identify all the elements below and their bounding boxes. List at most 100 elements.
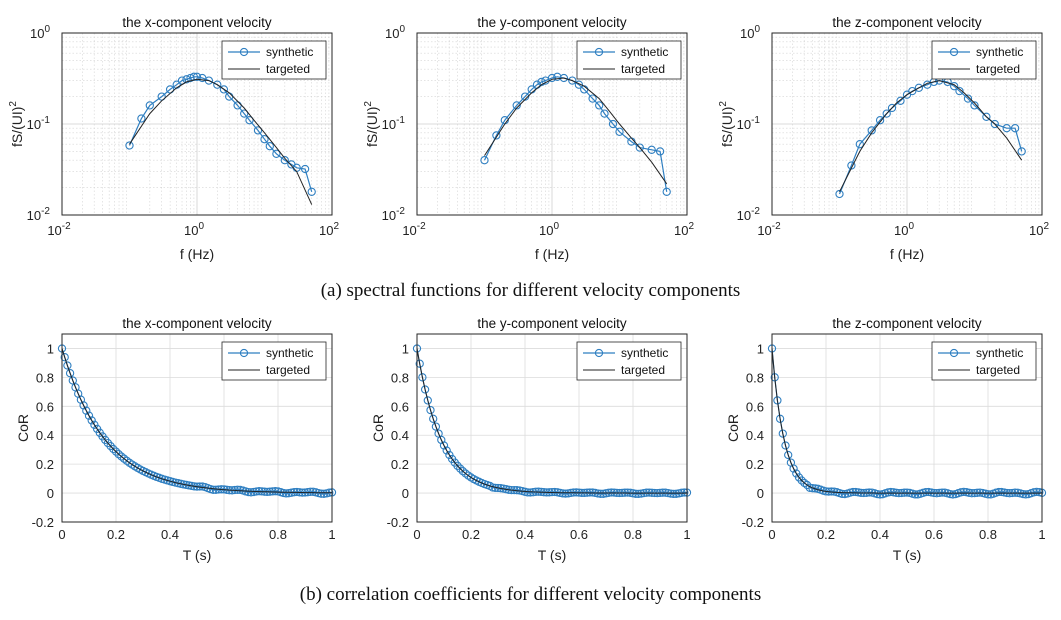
legend-synthetic-label: synthetic (621, 45, 668, 59)
chart-title: the z-component velocity (832, 316, 982, 331)
synthetic-point (608, 119, 618, 129)
synthetic-point (669, 489, 678, 499)
synthetic-point (307, 187, 316, 196)
synthetic-point (848, 487, 858, 497)
synthetic-point (271, 487, 280, 496)
x-tick-label: 0.8 (624, 527, 642, 542)
synthetic-point (956, 488, 966, 497)
synthetic-point (300, 164, 310, 174)
synthetic-point (492, 131, 501, 140)
synthetic-point (426, 405, 435, 415)
synthetic-point (596, 489, 605, 498)
chart-cor-x: 0 0.2 0.4 0.6 0.8 1 -0.2 0 0.2 0.4 0.6 0.8 1 the x-co… (15, 316, 337, 563)
y-tick-label: 0.2 (391, 457, 409, 472)
y-tick-label: 1 (402, 341, 409, 356)
chart-title: the z-component velocity (832, 15, 982, 30)
y-tick-label: 0.6 (746, 399, 764, 414)
synthetic-point (461, 469, 470, 478)
synthetic-point (260, 135, 269, 144)
series-targeted-line (839, 80, 1023, 193)
x-tick-label: 102 (319, 221, 339, 238)
synthetic-point (883, 488, 893, 497)
synthetic-point (778, 429, 787, 438)
synthetic-point (946, 489, 955, 499)
synthetic-point (875, 116, 885, 125)
synthetic-point (1010, 124, 1020, 133)
synthetic-point (512, 101, 521, 110)
x-tick-label: 0.4 (161, 527, 179, 542)
legend: synthetic targeted (576, 341, 682, 381)
synthetic-point (79, 401, 88, 410)
synthetic-point (835, 189, 844, 199)
legend-targeted-label: targeted (621, 363, 665, 377)
synthetic-point (272, 149, 281, 158)
synthetic-point (867, 126, 876, 135)
y-tick-label: 0.8 (746, 370, 764, 385)
synthetic-point (125, 141, 134, 150)
synthetic-point (306, 487, 315, 496)
synthetic-point (811, 484, 820, 493)
series-targeted-line (129, 78, 313, 205)
synthetic-point (634, 489, 643, 499)
synthetic-point (84, 411, 94, 420)
synthetic-point (808, 484, 817, 493)
y-tick-label: 0.2 (36, 457, 54, 472)
y-tick-label: 10-2 (27, 206, 51, 223)
x-tick-label: 0 (768, 527, 775, 542)
y-tick-label: 0.6 (391, 399, 409, 414)
synthetic-point (182, 75, 191, 84)
synthetic-point (245, 116, 254, 125)
synthetic-point (784, 450, 793, 460)
synthetic-point (547, 73, 557, 83)
legend-box (576, 341, 682, 381)
x-axis-label: f (Hz) (535, 246, 569, 262)
synthetic-point (244, 487, 253, 497)
synthetic-point (908, 86, 917, 96)
y-tick-label: 0 (402, 486, 409, 501)
synthetic-point (82, 406, 91, 415)
synthetic-point (246, 488, 256, 497)
series-targeted-line (61, 348, 332, 494)
y-tick-label: 0.8 (391, 370, 409, 385)
synthetic-point (415, 359, 424, 368)
legend: synthetic targeted (576, 40, 682, 80)
x-tick-label: 0.2 (462, 527, 480, 542)
chart-title: the y-component velocity (477, 15, 627, 30)
axes-frame (416, 32, 688, 216)
synthetic-point (910, 490, 920, 499)
legend-synthetic-label: synthetic (976, 45, 1023, 59)
synthetic-point (959, 487, 968, 497)
synthetic-point (90, 420, 99, 429)
legend-targeted-label: targeted (976, 363, 1020, 377)
legend-box (576, 40, 682, 80)
y-tick-label: -0.2 (387, 515, 409, 530)
y-tick-label: 10-2 (382, 206, 406, 223)
synthetic-point (523, 488, 532, 497)
synthetic-point (253, 126, 263, 135)
synthetic-point (631, 489, 640, 498)
y-tick-label: 100 (30, 24, 50, 41)
axes-frame (771, 32, 1043, 216)
x-tick-label: 0.6 (570, 527, 588, 542)
x-axis-label: T (s) (893, 547, 922, 563)
synthetic-point (662, 187, 671, 196)
synthetic-point (60, 353, 69, 362)
series-targeted-line (771, 348, 1042, 494)
x-tick-label: 100 (894, 221, 914, 238)
y-tick-label: 10-1 (737, 115, 761, 132)
x-tick-label: 102 (674, 221, 694, 238)
y-tick-label: 0.6 (36, 399, 54, 414)
synthetic-point (317, 489, 326, 498)
x-tick-label: 1 (683, 527, 690, 542)
axes-frame (61, 333, 333, 523)
synthetic-point (647, 145, 656, 154)
synthetic-point (680, 488, 689, 497)
synthetic-point (921, 487, 931, 497)
x-axis-label: f (Hz) (180, 246, 214, 262)
synthetic-point (838, 489, 847, 499)
synthetic-point (281, 489, 291, 498)
synthetic-point (800, 478, 809, 488)
legend-synthetic-label: synthetic (976, 346, 1023, 360)
axes-frame (61, 32, 333, 216)
chart-spec-x: 10-2 100 102 10-2 10-1 100 the x-component vel… (8, 15, 339, 262)
